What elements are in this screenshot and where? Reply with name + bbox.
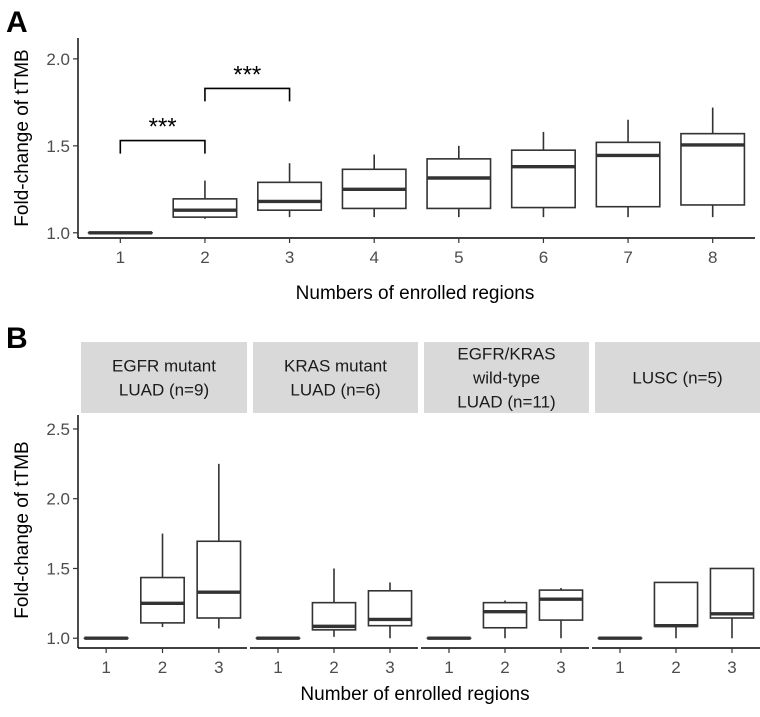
panel-a-ytick-label: 1.0 (46, 224, 70, 243)
facet-strip-label: LUAD (n=6) (290, 381, 380, 400)
facet-strip-label: EGFR/KRAS (457, 345, 555, 364)
box-iqr (710, 568, 753, 618)
facet-2: KRAS mutant LUAD (n=6) 1 2 3 (250, 342, 418, 677)
box-iqr (654, 582, 697, 626)
facet-1-box-3 (197, 464, 240, 629)
facet-strip-label: LUAD (n=9) (119, 381, 209, 400)
facet-xtick-label: 3 (556, 658, 565, 677)
facet-1-box-2 (141, 534, 184, 627)
box-iqr (512, 150, 575, 207)
facet-2-box-2 (312, 568, 355, 636)
significance-bracket (120, 141, 205, 154)
panel-b-ylabel: Fold-change of tTMB (12, 441, 33, 618)
facet-xtick-label: 2 (158, 658, 167, 677)
facet-xtick-label: 3 (727, 658, 736, 677)
panel-a-box-4 (342, 155, 405, 218)
box-iqr (483, 603, 526, 628)
panel-a-xtick-label: 4 (369, 248, 378, 267)
facet-strip-label: wild-type (472, 369, 540, 388)
panel-a-xtick-label: 6 (539, 248, 548, 267)
facet-strip (253, 342, 418, 413)
panel-b-ytick-label: 2.5 (46, 420, 70, 439)
box-iqr (173, 199, 236, 217)
facet-xtick-label: 1 (444, 658, 453, 677)
panel-a-xtick-label: 5 (454, 248, 463, 267)
facet-strip (81, 342, 247, 413)
panel-a-box-8 (681, 108, 744, 218)
facet-strip-label: EGFR mutant (112, 357, 216, 376)
significance-label: *** (149, 114, 177, 141)
facet-xtick-label: 2 (329, 658, 338, 677)
facet-4: LUSC (n=5) 1 2 3 (592, 342, 760, 677)
panel-a-box-7 (596, 120, 659, 217)
facet-xtick-label: 2 (500, 658, 509, 677)
facet-xtick-label: 2 (671, 658, 680, 677)
box-iqr (197, 541, 240, 618)
panel-b-ytick-label: 1.5 (46, 559, 70, 578)
facet-xtick-label: 1 (273, 658, 282, 677)
facet-strip-label: LUSC (n=5) (632, 369, 722, 388)
box-iqr (596, 142, 659, 206)
panel-b-ytick-label: 2.0 (46, 490, 70, 509)
panel-a: 1.0 1.5 2.0 1 2 3 4 5 6 7 8 *** *** (46, 38, 755, 267)
panel-a-xtick-label: 2 (200, 248, 209, 267)
facet-3: EGFR/KRAS wild-type LUAD (n=11) 1 2 3 (421, 342, 589, 677)
panel-a-ytick-label: 1.5 (46, 137, 70, 156)
panel-a-box-3 (258, 163, 321, 217)
panel-letter-b: B (6, 322, 28, 355)
significance-bracket (205, 88, 290, 101)
panel-b-ytick-label: 1.0 (46, 629, 70, 648)
facet-xtick-label: 3 (214, 658, 223, 677)
facet-2-box-3 (368, 582, 411, 638)
facet-xtick-label: 1 (615, 658, 624, 677)
panel-a-box-5 (427, 146, 490, 217)
panel-a-xtick-label: 1 (116, 248, 125, 267)
box-iqr (258, 182, 321, 210)
panel-a-box-6 (512, 132, 575, 217)
panel-b-xlabel: Number of enrolled regions (300, 684, 529, 705)
significance-label: *** (233, 61, 261, 88)
panel-a-xlabel: Numbers of enrolled regions (296, 283, 535, 304)
box-iqr (141, 578, 184, 623)
panel-a-ytick-label: 2.0 (46, 50, 70, 69)
facet-xtick-label: 3 (385, 658, 394, 677)
facet-4-box-2 (654, 582, 697, 638)
facet-4-box-3 (710, 568, 753, 638)
facet-strip-label: LUAD (n=11) (457, 393, 555, 412)
facet-3-box-2 (483, 601, 526, 639)
panel-letter-a: A (6, 6, 28, 39)
panel-a-xtick-label: 7 (623, 248, 632, 267)
panel-a-xtick-label: 3 (285, 248, 294, 267)
facet-strip-label: KRAS mutant (284, 357, 387, 376)
panel-a-xtick-label: 8 (708, 248, 717, 267)
facet-1: EGFR mutant LUAD (n=9) 1 2 3 (78, 342, 247, 677)
box-iqr (539, 590, 582, 620)
box-iqr (427, 159, 490, 209)
facet-3-box-3 (539, 588, 582, 638)
facet-xtick-label: 1 (101, 658, 110, 677)
panel-a-box-2 (173, 181, 236, 219)
panel-a-ylabel: Fold-change of tTMB (12, 49, 33, 226)
